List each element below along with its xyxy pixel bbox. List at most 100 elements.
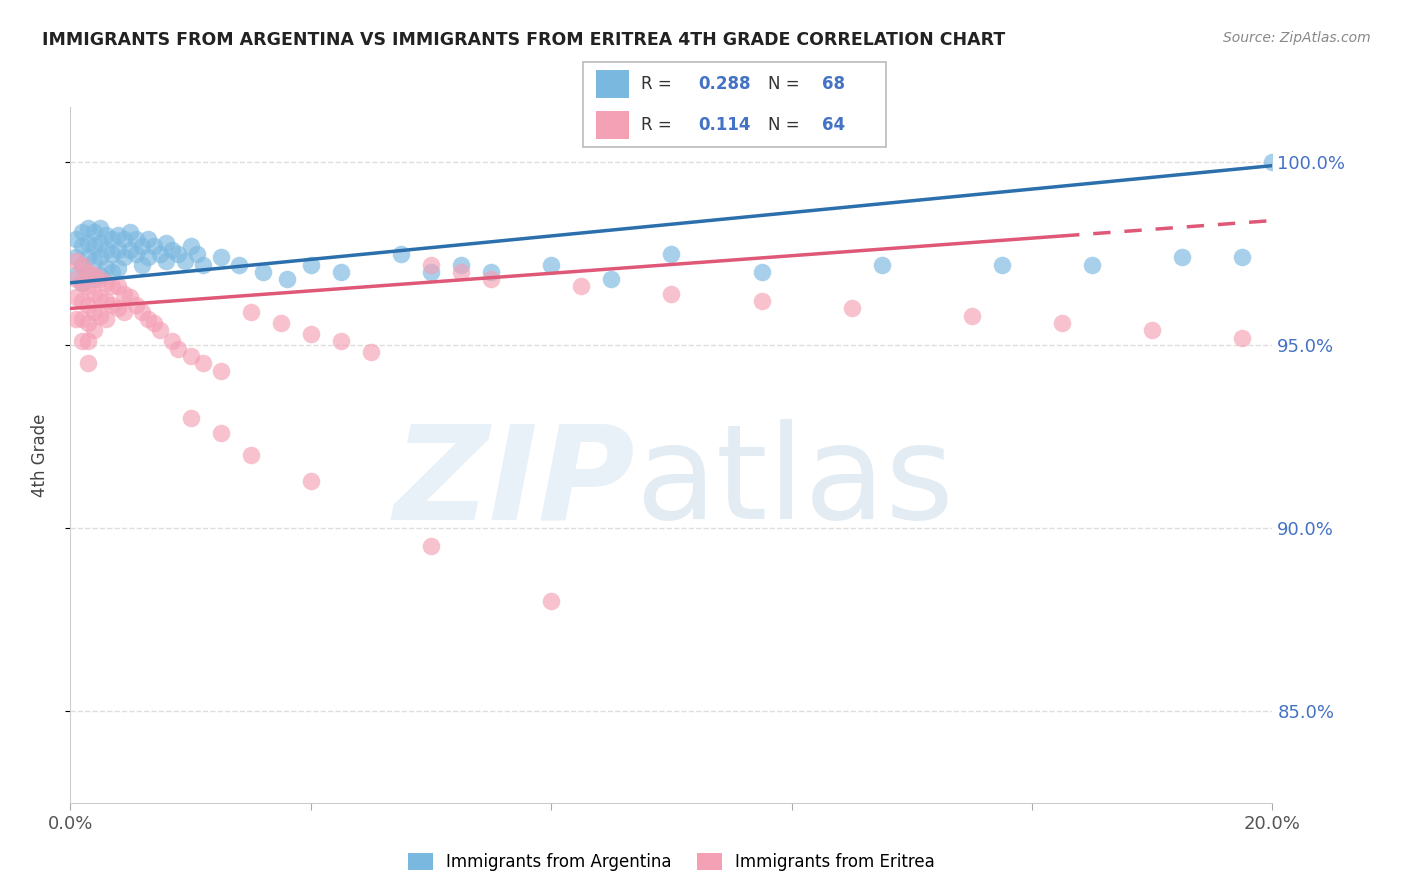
Point [77,298,100,312]
Point [1142,323,1164,337]
Point [77,235,100,250]
Point [120,290,142,304]
Point [72,294,94,309]
Point [112,232,135,246]
Point [420,258,443,272]
Point [167,342,190,356]
Point [72,239,94,253]
Legend: Immigrants from Argentina, Immigrants from Eritrea: Immigrants from Argentina, Immigrants fr… [408,853,935,871]
Point [661,246,683,260]
Point [125,232,148,246]
Point [1171,250,1194,264]
Point [661,286,683,301]
Point [112,286,135,301]
Point [1050,316,1073,330]
Point [77,268,100,283]
Text: IMMIGRANTS FROM ARGENTINA VS IMMIGRANTS FROM ERITREA 4TH GRADE CORRELATION CHART: IMMIGRANTS FROM ARGENTINA VS IMMIGRANTS … [42,31,1005,49]
Point [96,243,118,257]
Point [77,279,100,293]
Point [101,298,124,312]
Point [125,246,148,260]
Point [72,276,94,290]
Point [72,258,94,272]
Point [96,312,118,326]
Point [420,265,443,279]
Point [841,301,863,316]
Point [72,258,94,272]
Point [228,258,250,272]
Point [89,250,111,264]
Point [329,265,352,279]
Point [101,246,124,260]
Point [239,448,262,462]
Point [96,228,118,243]
Point [299,474,322,488]
Point [83,225,105,239]
Point [1261,155,1284,169]
Point [239,305,262,319]
Point [96,294,118,309]
Point [83,253,105,268]
Point [72,225,94,239]
Point [180,239,202,253]
Text: 0.288: 0.288 [699,75,751,93]
Point [569,279,592,293]
Point [191,356,214,370]
Point [162,243,184,257]
Point [83,323,105,337]
Point [89,272,111,286]
Point [83,272,105,286]
Point [751,265,773,279]
Point [209,364,232,378]
Point [1081,258,1104,272]
Point [77,250,100,264]
Point [77,265,100,279]
Point [167,246,190,260]
Point [479,272,502,286]
Point [89,220,111,235]
Point [1232,250,1254,264]
Point [65,232,87,246]
Point [600,272,623,286]
Point [1232,331,1254,345]
Point [420,540,443,554]
Point [173,253,195,268]
Point [72,334,94,349]
Text: R =: R = [641,116,676,134]
Point [540,594,562,608]
Point [107,228,129,243]
Point [991,258,1014,272]
Point [125,298,148,312]
Point [65,290,87,304]
Point [479,265,502,279]
Point [540,258,562,272]
Point [143,316,166,330]
Point [389,246,412,260]
Point [143,239,166,253]
Point [450,265,472,279]
Point [155,235,177,250]
Point [77,356,100,370]
Point [89,268,111,283]
Text: R =: R = [641,75,676,93]
Point [65,253,87,268]
Text: N =: N = [768,116,804,134]
Point [101,265,124,279]
Point [107,261,129,276]
Point [270,316,292,330]
Point [77,220,100,235]
Point [360,345,382,359]
Point [120,225,142,239]
Point [180,349,202,363]
Point [149,246,172,260]
Point [138,312,160,326]
Point [299,327,322,342]
Point [101,232,124,246]
Point [72,312,94,326]
Point [131,239,153,253]
Point [209,250,232,264]
Point [89,235,111,250]
Point [96,261,118,276]
Point [751,294,773,309]
Point [252,265,274,279]
